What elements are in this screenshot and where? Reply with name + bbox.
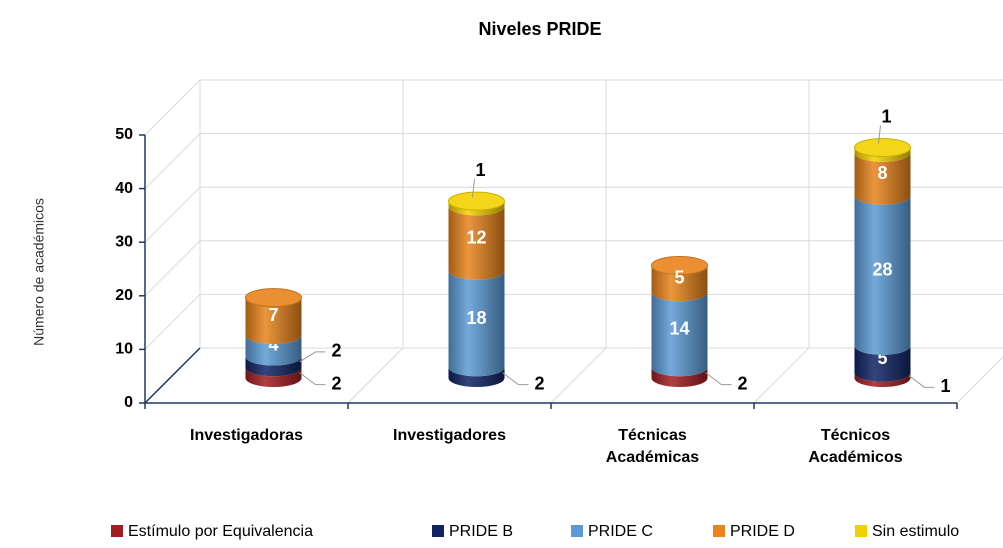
bar-segment <box>854 195 911 355</box>
bar-segment <box>448 270 505 377</box>
bar-segment <box>854 147 911 162</box>
legend-label: Sin estimulo <box>872 523 959 540</box>
value-label: 4 <box>268 335 278 355</box>
legend-swatch <box>855 525 867 537</box>
bar-segment <box>245 335 302 366</box>
leader-line <box>705 372 732 386</box>
bar-segment <box>651 292 708 377</box>
bar-segment <box>448 367 505 387</box>
leader-line <box>878 125 881 144</box>
legend-swatch <box>571 525 583 537</box>
x-tick-label: Técnicos Académicos <box>808 427 903 466</box>
bar-segment <box>245 356 302 377</box>
leader-line <box>908 374 935 388</box>
y-axis-label: Número de académicos <box>31 198 47 346</box>
bar-segment <box>854 152 911 205</box>
value-label: 8 <box>877 163 887 183</box>
y-tick-label: 20 <box>115 287 133 304</box>
bar-top <box>651 255 708 275</box>
grid-line <box>144 293 1003 350</box>
value-label: 28 <box>872 260 892 280</box>
bar-segment <box>448 201 505 216</box>
bar-segment <box>651 265 708 302</box>
bar-segment <box>245 367 302 387</box>
floor-line <box>753 347 810 404</box>
grid-line <box>144 133 1003 189</box>
y-tick-label: 10 <box>115 341 133 358</box>
y-tick-label: 40 <box>115 180 133 197</box>
leader-line <box>472 179 475 198</box>
legend-label: PRIDE B <box>449 523 513 540</box>
value-label: 2 <box>738 373 748 393</box>
grid-line <box>144 79 1003 136</box>
bar-top <box>854 138 911 158</box>
y-tick-label: 0 <box>124 394 133 411</box>
legend-label: Estímulo por Equivalencia <box>128 523 313 540</box>
value-label: 18 <box>466 308 486 328</box>
y-tick-label: 50 <box>115 126 133 143</box>
value-label: 5 <box>674 268 684 288</box>
chart-title: Niveles PRIDE <box>478 19 601 39</box>
x-tick-label: Investigadores <box>393 427 506 444</box>
bar-segment <box>651 367 708 387</box>
floor-line <box>347 347 404 404</box>
value-label: 12 <box>466 227 486 247</box>
floor-line <box>956 356 1003 404</box>
value-label: 2 <box>332 373 342 393</box>
bar-top <box>448 191 505 211</box>
bar-segment <box>245 297 302 345</box>
legend-label: PRIDE C <box>588 523 653 540</box>
legend-swatch <box>432 525 444 537</box>
value-label: 2 <box>332 341 342 361</box>
grid-line <box>144 186 1003 243</box>
value-label: 7 <box>268 305 278 325</box>
value-label: 14 <box>669 319 689 339</box>
value-label: 1 <box>941 376 951 396</box>
value-label: 5 <box>877 348 887 368</box>
leader-line <box>502 372 529 386</box>
y-tick-label: 30 <box>115 233 133 250</box>
value-label: 1 <box>881 106 891 126</box>
legend-label: PRIDE D <box>730 523 795 540</box>
floor-line <box>550 347 607 404</box>
floor-line <box>144 347 201 404</box>
bar-segment <box>854 372 911 387</box>
x-tick-label: Técnicas Académicas <box>605 427 700 466</box>
value-label: 1 <box>475 160 485 180</box>
leader-line <box>299 351 326 363</box>
legend-swatch <box>111 525 123 537</box>
leader-line <box>299 372 326 386</box>
legend-swatch <box>713 525 725 537</box>
bar-segment <box>854 345 911 382</box>
bar-top <box>245 288 302 308</box>
x-tick-label: Investigadoras <box>190 427 303 444</box>
grid-line <box>144 240 1003 297</box>
bar-segment <box>448 206 505 280</box>
value-label: 2 <box>535 373 545 393</box>
